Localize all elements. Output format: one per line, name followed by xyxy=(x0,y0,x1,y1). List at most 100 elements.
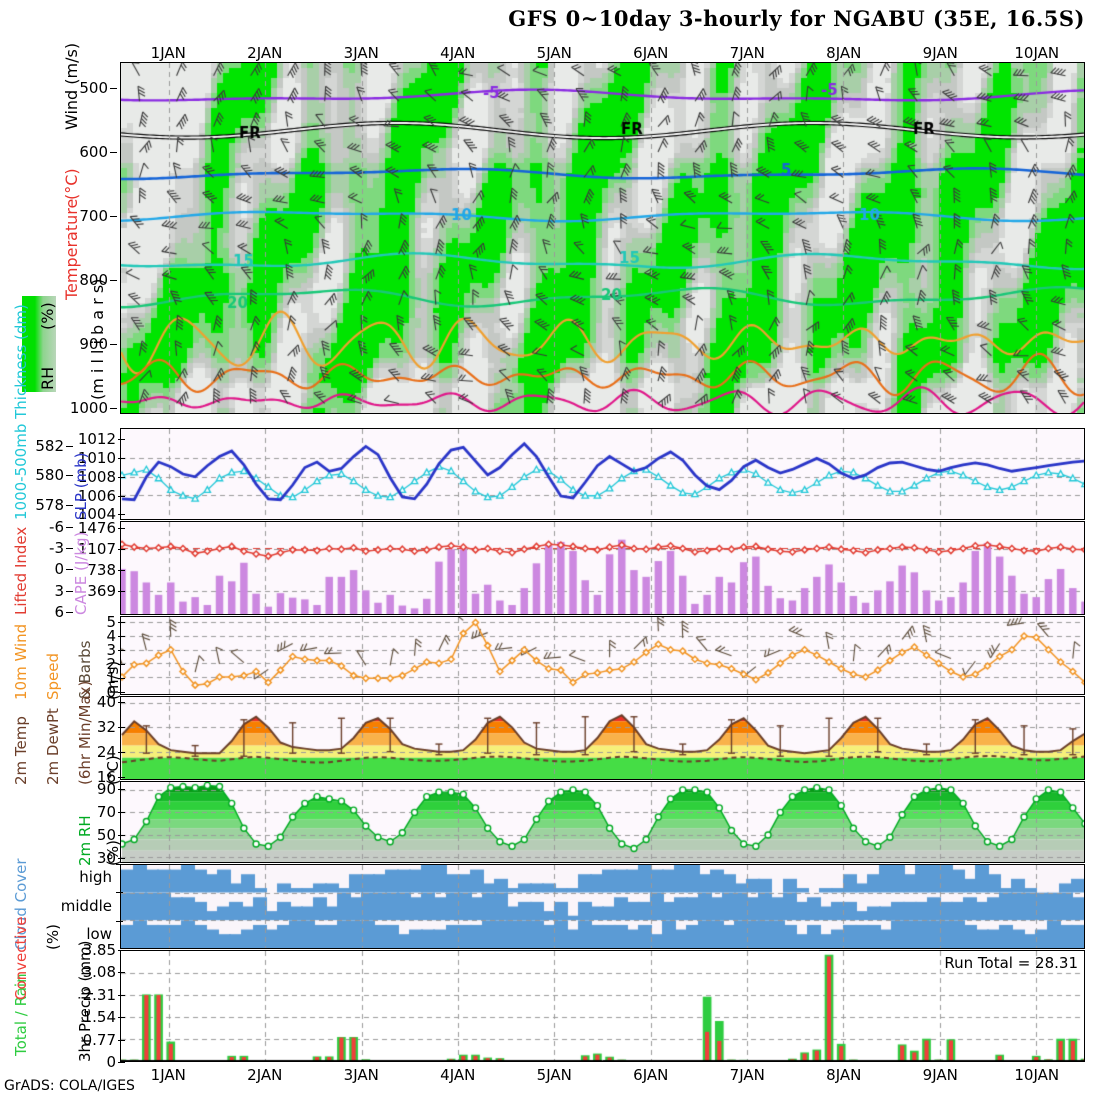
li-ytick-3-mark xyxy=(66,590,73,592)
wind-ytick-1: 1 xyxy=(106,668,116,687)
cloud-cover-panel[interactable] xyxy=(120,864,1085,949)
rh2m-ytick-70: 70 xyxy=(96,803,116,822)
precip-ytick-0-mark xyxy=(118,1062,125,1063)
precip-caption-total: Total / Rain xyxy=(12,973,30,1056)
date-label-bottom-9JAN: 9JAN xyxy=(922,1066,958,1084)
precip-caption-convective: Convective xyxy=(12,916,30,1000)
cloud-row-label-low: low xyxy=(86,924,112,943)
precip-canvas xyxy=(121,951,1084,1061)
temp-caption-2m-dewpt: 2m DewPt xyxy=(44,708,62,785)
cape-caption-cape: CAPE (J/kg) xyxy=(72,531,90,615)
cape-ytick-1476: 1476 xyxy=(77,518,116,537)
upper-caption-temp-unit: (°C) xyxy=(62,168,81,200)
cape-caption-lifted-index: Lifted Index xyxy=(12,526,30,615)
wind-caption-speed: Speed xyxy=(44,652,62,700)
precip-ytick-0.77: 0.77 xyxy=(82,1030,116,1049)
upper-ytick-1000-mark xyxy=(110,407,117,409)
upper-air-panel[interactable] xyxy=(120,62,1085,414)
slp-thickness-panel[interactable] xyxy=(120,428,1085,520)
li-ytick--3-mark xyxy=(66,548,73,550)
upper-caption-wind: Wind (m/s) xyxy=(62,42,81,130)
upper-caption-rh-unit: (%) xyxy=(38,302,57,330)
date-label-top-7JAN: 7JAN xyxy=(729,44,765,62)
date-label-bottom-6JAN: 6JAN xyxy=(633,1066,669,1084)
temp-ytick-32: 32 xyxy=(96,718,116,737)
precip-caption-axis: 3hr Precip (mm) xyxy=(76,940,94,1062)
wind-ytick-3: 3 xyxy=(106,640,116,659)
precip-ytick-1.54: 1.54 xyxy=(82,1008,116,1027)
page-title: GFS 0~10day 3-hourly for NGABU (35E, 16.… xyxy=(508,6,1085,31)
date-label-top-5JAN: 5JAN xyxy=(536,44,572,62)
li-ytick--6-mark xyxy=(66,526,73,528)
cloud-row-label-middle: middle xyxy=(60,896,112,915)
li-ytick-6: 6 xyxy=(54,603,64,622)
cape-lifted-index-canvas xyxy=(121,522,1084,614)
date-label-top-6JAN: 6JAN xyxy=(633,44,669,62)
run-total-label: Run Total = 28.31 xyxy=(944,954,1078,972)
temp-ytick-40: 40 xyxy=(96,693,116,712)
date-label-top-9JAN: 9JAN xyxy=(922,44,958,62)
cloud-row-label-high: high xyxy=(79,868,112,887)
upper-ytick-600-mark xyxy=(110,151,117,153)
thickness-ytick-582-mark xyxy=(66,445,73,447)
cape-ytick-1107: 1107 xyxy=(77,540,116,559)
precip-ytick-3.85: 3.85 xyxy=(82,941,116,959)
date-label-bottom-1JAN: 1JAN xyxy=(150,1066,186,1084)
date-label-bottom-2JAN: 2JAN xyxy=(247,1066,283,1084)
rh-legend-swatch xyxy=(22,296,56,392)
li-ytick-0: 0 xyxy=(54,560,64,579)
thickness-ytick-578-mark xyxy=(66,505,73,507)
li-ytick-6-mark xyxy=(66,612,73,614)
li-ytick-0-mark xyxy=(66,569,73,571)
date-label-top-3JAN: 3JAN xyxy=(343,44,379,62)
wind-caption-10m-wind: 10m Wind xyxy=(12,623,30,700)
date-label-bottom-5JAN: 5JAN xyxy=(536,1066,572,1084)
wind-ytick-0: 0 xyxy=(106,682,116,701)
cloud-cover-canvas xyxy=(121,865,1084,948)
wind-10m-canvas xyxy=(121,617,1084,694)
upper-ytick-800: 800 xyxy=(79,270,108,289)
li-ytick--6: -6 xyxy=(49,517,64,536)
date-label-bottom-7JAN: 7JAN xyxy=(729,1066,765,1084)
wind-ytick-5: 5 xyxy=(106,612,116,631)
wind-ytick-2: 2 xyxy=(106,654,116,673)
precip-ytick-3.08: 3.08 xyxy=(82,963,116,982)
upper-caption-temperature: Temperature xyxy=(62,198,81,300)
upper-air-canvas xyxy=(121,63,1084,413)
upper-ytick-900-mark xyxy=(110,343,117,345)
wind-10m-panel[interactable] xyxy=(120,616,1085,695)
thickness-ytick-580-mark xyxy=(66,475,73,477)
slp-ytick-1008: 1008 xyxy=(77,467,116,486)
cape-lifted-index-panel[interactable] xyxy=(120,521,1085,615)
rh2m-caption: 2m RH xyxy=(76,815,94,866)
upper-ytick-900: 900 xyxy=(79,334,108,353)
date-label-bottom-8JAN: 8JAN xyxy=(826,1066,862,1084)
precip-ytick-0: 0 xyxy=(106,1053,116,1071)
temp-ytick-24: 24 xyxy=(96,743,116,761)
date-label-top-8JAN: 8JAN xyxy=(826,44,862,62)
date-label-bottom-4JAN: 4JAN xyxy=(440,1066,476,1084)
upper-caption-rh: RH xyxy=(38,366,57,390)
slp-caption-thickness: 1000-500mb Thickness (dm) xyxy=(12,304,30,520)
date-label-bottom-10JAN: 10JAN xyxy=(1014,1066,1060,1084)
rh-2m-canvas xyxy=(121,782,1084,862)
upper-ytick-800-mark xyxy=(110,279,117,281)
upper-ytick-700-mark xyxy=(110,215,117,217)
rh-2m-panel[interactable] xyxy=(120,781,1085,863)
upper-axis-pressure: (m i l l i b a r s) xyxy=(88,278,107,400)
rh2m-ytick-90: 90 xyxy=(96,780,116,799)
precip-panel[interactable]: Run Total = 28.31 xyxy=(120,950,1085,1062)
footer-credit: GrADS: COLA/IGES xyxy=(4,1078,135,1094)
thickness-ytick-582: 582 xyxy=(35,436,64,455)
temp-dewpoint-panel[interactable] xyxy=(120,696,1085,780)
upper-ytick-1000: 1000 xyxy=(69,398,108,417)
thickness-ytick-578: 578 xyxy=(35,496,64,515)
date-label-top-2JAN: 2JAN xyxy=(247,44,283,62)
slp-ytick-1004: 1004 xyxy=(77,505,116,524)
date-label-bottom-3JAN: 3JAN xyxy=(343,1066,379,1084)
wind-ytick-4: 4 xyxy=(106,626,116,645)
temp-caption-minmax: (6hr Min/Max) xyxy=(76,680,94,785)
rh2m-ytick-30: 30 xyxy=(96,849,116,868)
slp-ytick-1006: 1006 xyxy=(77,486,116,505)
temp-ytick-16: 16 xyxy=(96,767,116,786)
